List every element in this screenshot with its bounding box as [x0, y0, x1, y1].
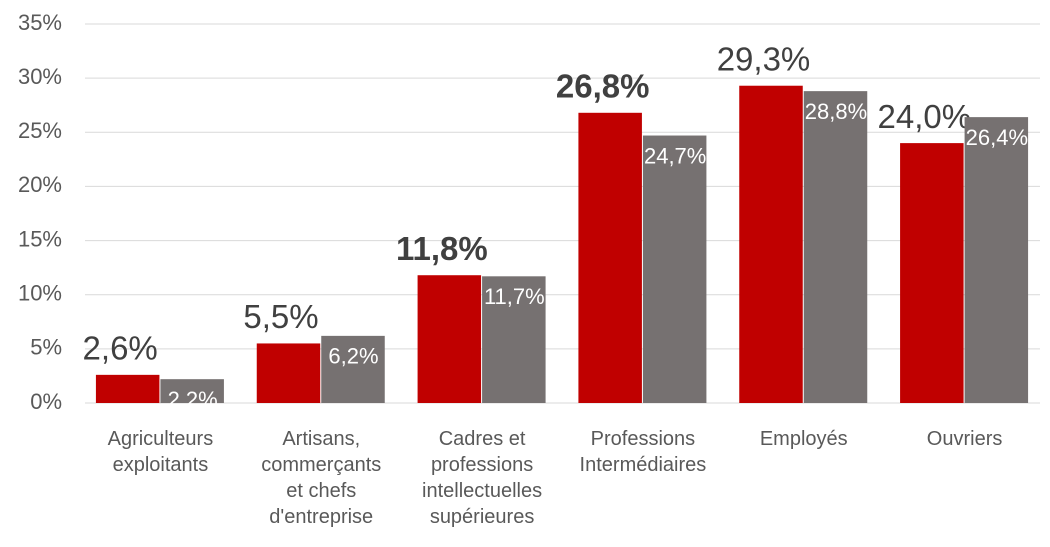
- bar: [739, 85, 803, 404]
- value-label: 28,8%: [805, 99, 867, 124]
- value-label: 11,8%: [396, 230, 488, 267]
- bar: [160, 379, 224, 403]
- value-label: 6,2%: [328, 344, 378, 369]
- value-label: 29,3%: [717, 40, 811, 77]
- bar: [578, 112, 642, 404]
- x-tick-label: Agriculteurs exploitants: [108, 428, 214, 476]
- y-tick-label: 0%: [30, 389, 62, 414]
- bar: [417, 275, 482, 403]
- y-tick-label: 20%: [18, 172, 62, 197]
- x-tick-label: Artisans, commerçants et chefs d'entreprise: [261, 428, 381, 528]
- value-label: 24,0%: [878, 98, 972, 135]
- value-label: 5,5%: [243, 298, 318, 335]
- value-label: 26,4%: [966, 125, 1028, 150]
- x-tick-label: Professions Intermédiaires: [580, 428, 707, 476]
- bar: [803, 91, 868, 403]
- bar: [900, 143, 964, 403]
- value-label: 11,7%: [484, 284, 545, 309]
- bar: [95, 374, 160, 403]
- y-tick-label: 30%: [18, 64, 62, 89]
- bar: [964, 117, 1029, 403]
- value-label: 2,2%: [168, 387, 218, 412]
- bar: [256, 343, 321, 403]
- bar: [482, 276, 546, 403]
- bar: [321, 335, 385, 403]
- y-tick-label: 15%: [18, 226, 62, 251]
- x-tick-label: Cadres et professions intellectuelles supér…: [422, 428, 542, 528]
- y-tick-label: 25%: [18, 118, 62, 143]
- value-label: 24,7%: [644, 143, 706, 168]
- value-label: 2,6%: [83, 330, 158, 367]
- y-tick-label: 35%: [18, 10, 62, 35]
- y-tick-label: 10%: [18, 281, 62, 306]
- x-tick-label: Employés: [760, 428, 848, 450]
- value-label: 26,8%: [556, 68, 650, 105]
- bar: [642, 135, 707, 403]
- y-tick-label: 5%: [30, 335, 62, 360]
- x-tick-label: Ouvriers: [927, 428, 1003, 450]
